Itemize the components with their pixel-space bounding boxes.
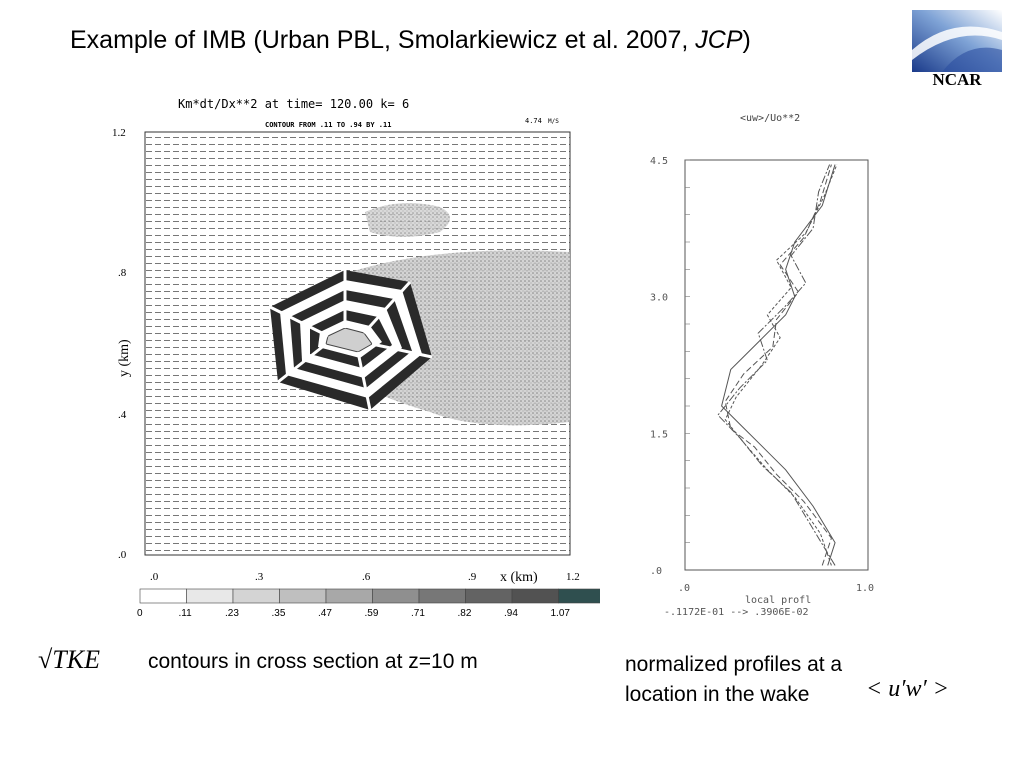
x-tick-0-3: .3 bbox=[255, 571, 264, 583]
contour-range-label: CONTOUR FROM .11 TO .94 BY .11 bbox=[265, 121, 391, 129]
y-tick: 3.0 bbox=[650, 293, 668, 304]
colorbar-swatch bbox=[418, 588, 466, 604]
profile-series-line bbox=[724, 164, 838, 566]
colorbar-swatch bbox=[558, 588, 600, 604]
colorbar-swatch bbox=[279, 588, 327, 604]
right-caption-line1: normalized profiles at a bbox=[625, 653, 843, 676]
y-tick-0-8: .8 bbox=[118, 267, 127, 279]
vector-scale-value: 4.74 bbox=[525, 117, 542, 125]
title-journal: JCP bbox=[695, 26, 743, 54]
title-main: Example of IMB (Urban PBL, Smolarkiewicz… bbox=[70, 26, 696, 54]
y-tick-1-2: 1.2 bbox=[112, 127, 126, 139]
y-tick: 4.5 bbox=[650, 156, 668, 167]
wake-plume-upper bbox=[365, 203, 450, 237]
left-caption: contours in cross section at z=10 m bbox=[148, 650, 478, 673]
colorbar-swatch bbox=[186, 588, 234, 604]
colorbar-label: .59 bbox=[365, 608, 379, 619]
title-close: ) bbox=[742, 26, 751, 54]
x-tick-0-0: .0 bbox=[150, 571, 159, 583]
y-tick: .0 bbox=[650, 566, 662, 577]
profile-series-line bbox=[721, 164, 836, 566]
range-note: -.1172E-01 --> .3906E-02 bbox=[664, 607, 809, 618]
plot-header: Km*dt/Dx**2 at time= 120.00 k= 6 bbox=[178, 97, 409, 111]
right-caption-line2: location in the wake bbox=[625, 683, 810, 706]
uw-formula: < u′w′ > bbox=[866, 676, 949, 702]
right-caption: normalized profiles at a location in the… bbox=[625, 650, 905, 710]
colorbar: 0 .11 .23 .35 .47 .59 .71 .82 .94 1.07 bbox=[137, 588, 600, 619]
y-tick-0-0: .0 bbox=[118, 549, 127, 561]
tke-formula: √TKE bbox=[38, 645, 100, 674]
x-tick-1-0: 1.0 bbox=[856, 583, 874, 594]
colorbar-swatch bbox=[139, 588, 187, 604]
colorbar-label: .94 bbox=[504, 608, 518, 619]
profile-series-line bbox=[717, 164, 836, 566]
slide-title: Example of IMB (Urban PBL, Smolarkiewicz… bbox=[70, 26, 751, 55]
colorbar-label: .71 bbox=[411, 608, 425, 619]
colorbar-swatch bbox=[465, 588, 513, 604]
ncar-logo-icon bbox=[912, 10, 1002, 72]
profile-chart: <uw>/Uo**2 4.5 3.0 1.5 .0 local profl .0 1.… bbox=[650, 113, 874, 618]
colorbar-swatch bbox=[325, 588, 373, 604]
colorbar-label: .11 bbox=[179, 608, 193, 619]
x-tick-0-6: .6 bbox=[362, 571, 371, 583]
x-tick-0-9: .9 bbox=[468, 571, 477, 583]
x-axis-label: local profl bbox=[745, 595, 811, 606]
x-axis-label: x (km) bbox=[500, 570, 538, 585]
x-tick-0-0: .0 bbox=[678, 583, 690, 594]
colorbar-label: 0 bbox=[137, 608, 143, 619]
colorbar-swatch bbox=[372, 588, 420, 604]
tke-contour-figure: Km*dt/Dx**2 at time= 120.00 k= 6 CONTOUR… bbox=[112, 97, 600, 619]
chart-title: <uw>/Uo**2 bbox=[740, 113, 800, 124]
x-tick-1-2: 1.2 bbox=[566, 571, 580, 583]
y-tick: 1.5 bbox=[650, 429, 668, 440]
profile-series-line bbox=[724, 164, 832, 566]
colorbar-label: .23 bbox=[225, 608, 239, 619]
colorbar-label: .47 bbox=[318, 608, 332, 619]
chart-frame bbox=[684, 159, 869, 571]
y-tick-0-4: .4 bbox=[118, 409, 127, 421]
pentagon-building bbox=[269, 270, 433, 411]
colorbar-label: .82 bbox=[458, 608, 472, 619]
colorbar-swatch bbox=[232, 588, 280, 604]
colorbar-label: 1.07 bbox=[551, 608, 571, 619]
ncar-label: NCAR bbox=[932, 70, 982, 89]
colorbar-swatch bbox=[511, 588, 559, 604]
colorbar-label: .35 bbox=[272, 608, 286, 619]
vector-scale-unit: M/S bbox=[548, 118, 559, 125]
y-axis-label: y (km) bbox=[117, 339, 132, 377]
